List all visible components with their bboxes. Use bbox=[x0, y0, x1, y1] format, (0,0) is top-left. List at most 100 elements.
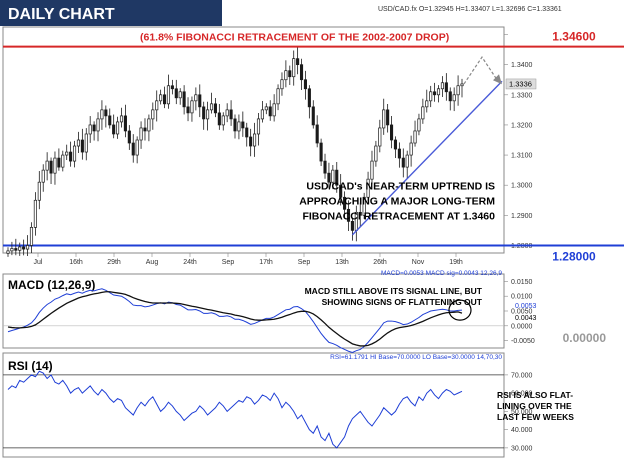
candle bbox=[378, 127, 382, 147]
candle bbox=[382, 109, 386, 129]
candle bbox=[151, 109, 155, 120]
candle bbox=[104, 109, 108, 117]
candle bbox=[217, 112, 221, 126]
macd-axis-label: 0.0150 bbox=[511, 279, 533, 286]
candle bbox=[194, 94, 198, 102]
price-axis-label: 1.3200 bbox=[511, 122, 533, 129]
candle bbox=[440, 82, 444, 90]
x-axis-label: 19th bbox=[449, 259, 463, 266]
x-axis-label: 13th bbox=[335, 259, 349, 266]
candle bbox=[80, 139, 84, 153]
candle bbox=[343, 196, 347, 210]
candle bbox=[178, 91, 182, 99]
x-axis-label: 26th bbox=[373, 259, 387, 266]
candle bbox=[72, 145, 77, 162]
candle bbox=[292, 58, 296, 78]
candle bbox=[284, 70, 288, 81]
uptrend-note-line-2: APPROACHING A MAJOR LONG-TERM bbox=[299, 196, 495, 208]
rsi-note-line-1: RSI IS ALSO FLAT- bbox=[497, 390, 573, 400]
macd-highlight-circle bbox=[448, 299, 472, 321]
uptrend-note-line-1: USD/CAD's NEAR-TERM UPTREND IS bbox=[306, 181, 495, 193]
candle bbox=[237, 121, 241, 132]
macd-line bbox=[7, 288, 463, 353]
candle bbox=[92, 124, 96, 132]
fibonacci-value: 1.34600 bbox=[552, 30, 596, 44]
candle bbox=[84, 133, 88, 153]
candle bbox=[401, 157, 405, 168]
candle bbox=[429, 91, 433, 102]
candle bbox=[253, 133, 257, 147]
rsi-note-line-3: LAST FEW WEEKS bbox=[497, 412, 574, 422]
macd-axis-label: 0.0000 bbox=[511, 323, 533, 330]
candle bbox=[417, 118, 421, 132]
candle bbox=[268, 106, 272, 117]
candle bbox=[366, 178, 370, 198]
candle bbox=[112, 124, 116, 135]
candle bbox=[409, 142, 413, 156]
rsi-plot-area bbox=[2, 352, 505, 458]
candle bbox=[6, 250, 10, 254]
candle bbox=[319, 142, 323, 162]
candle bbox=[135, 139, 139, 156]
candle bbox=[249, 136, 253, 147]
macd-note-line-1: MACD STILL ABOVE ITS SIGNAL LINE, BUT bbox=[305, 286, 483, 296]
candle bbox=[370, 160, 374, 180]
price-axis-label: 1.3100 bbox=[511, 153, 533, 160]
candle bbox=[225, 109, 229, 117]
rsi-axis: 70.000 60.000 50.000 40.000 30.000 bbox=[504, 372, 533, 452]
candle bbox=[276, 88, 280, 105]
price-axis-label: 1.2900 bbox=[511, 213, 533, 220]
candle bbox=[323, 160, 327, 174]
candle bbox=[311, 106, 315, 126]
candle bbox=[241, 121, 245, 129]
candle bbox=[53, 157, 57, 174]
rsi-title: RSI (14) bbox=[8, 359, 53, 373]
candle bbox=[155, 100, 159, 111]
candle bbox=[166, 85, 171, 105]
candle bbox=[37, 181, 41, 201]
macd-axis-label: -0.0050 bbox=[511, 338, 535, 345]
macd-note-line-2: SHOWING SIGNS OF FLATTENING OUT bbox=[322, 297, 483, 307]
x-axis-label: 16th bbox=[69, 259, 83, 266]
last-price: 1.3336 bbox=[509, 79, 532, 88]
candle bbox=[386, 109, 390, 126]
candle bbox=[147, 118, 151, 132]
candle bbox=[29, 227, 34, 246]
chart-title: DAILY CHART bbox=[8, 6, 115, 23]
candle bbox=[229, 109, 233, 120]
support-value-box bbox=[508, 248, 624, 265]
candle bbox=[49, 160, 53, 174]
candle bbox=[452, 94, 456, 102]
macd-axis: 0.0150 0.0100 0.0050 0.0000 -0.0050 bbox=[504, 279, 535, 345]
x-axis-label: Sep bbox=[298, 259, 311, 266]
rsi-info: RSI=61.1791 HI Base=70.0000 LO Base=30.0… bbox=[330, 354, 502, 361]
candle bbox=[45, 160, 49, 171]
candle bbox=[18, 246, 22, 251]
candle bbox=[436, 88, 441, 96]
candle bbox=[296, 58, 300, 66]
x-axis: Jul 16th 29th Aug 24th Sep 17th Sep 13th 26th Nov 1… bbox=[34, 253, 463, 266]
support-value: 1.28000 bbox=[552, 249, 596, 263]
candle bbox=[26, 245, 30, 250]
candle bbox=[303, 79, 308, 90]
candle bbox=[280, 79, 284, 90]
candle bbox=[213, 103, 217, 114]
candle bbox=[139, 127, 143, 141]
candle bbox=[389, 124, 394, 141]
candle bbox=[288, 70, 292, 78]
candle bbox=[335, 169, 339, 186]
candle bbox=[76, 139, 81, 147]
candle bbox=[245, 127, 249, 138]
candle bbox=[170, 85, 174, 90]
rsi-axis-label: 30.000 bbox=[511, 445, 533, 452]
rsi-axis-label: 60.000 bbox=[511, 391, 533, 398]
candle bbox=[108, 115, 112, 126]
candle bbox=[256, 118, 261, 135]
fibonacci-label: (61.8% FIBONACCI RETRACEMENT OF THE 2002… bbox=[140, 32, 449, 44]
price-axis-label: 1.3000 bbox=[511, 183, 533, 190]
candle bbox=[123, 115, 127, 132]
candle bbox=[448, 91, 452, 102]
candle bbox=[374, 145, 378, 162]
rsi-axis-label: 70.000 bbox=[511, 372, 533, 379]
